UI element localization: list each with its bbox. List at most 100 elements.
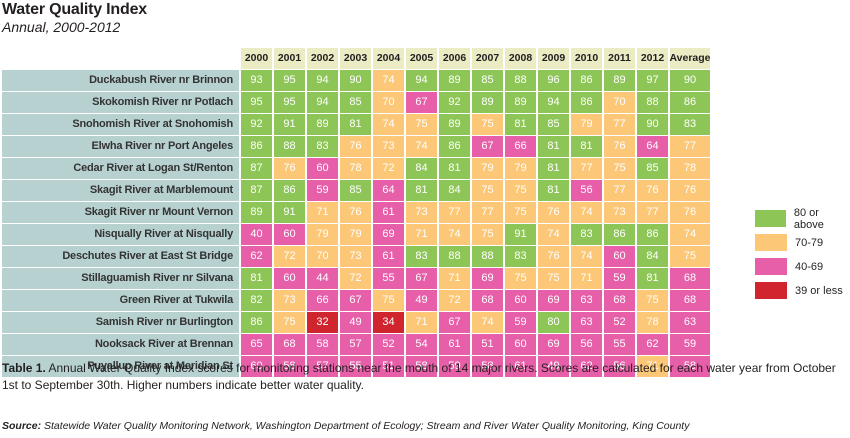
heatmap-cell: 57 (340, 334, 371, 355)
heatmap-cell: 87 (241, 158, 272, 179)
heatmap-cell: 86 (637, 224, 668, 245)
heatmap-cell: 94 (307, 92, 338, 113)
heatmap-cell: 75 (505, 180, 536, 201)
heatmap-cell: 59 (439, 356, 470, 377)
heatmap-cell: 75 (472, 114, 503, 135)
heatmap-cell: 77 (637, 202, 668, 223)
heatmap-cell: 86 (604, 224, 635, 245)
heatmap-cell: 72 (373, 158, 404, 179)
heatmap-cell: 84 (439, 180, 470, 201)
heatmap-cell: 56 (571, 334, 602, 355)
heatmap-cell: 72 (274, 246, 305, 267)
heatmap-cell: 61 (373, 202, 404, 223)
heatmap-cell: 58 (274, 356, 305, 377)
table-caption: Table 1. Annual Water Quality Index scor… (2, 360, 847, 394)
heatmap-cell: 81 (505, 114, 536, 135)
heatmap-cell: 58 (307, 334, 338, 355)
heatmap-cell: 74 (406, 136, 437, 157)
heatmap-cell: 52 (604, 312, 635, 333)
heatmap-cell: 81 (637, 268, 668, 289)
heatmap-cell: 91 (274, 202, 305, 223)
heatmap-cell: 85 (538, 114, 569, 135)
heatmap-cell: 88 (637, 92, 668, 113)
row-label: Elwha River nr Port Angeles (2, 136, 239, 157)
heatmap-cell: 71 (571, 268, 602, 289)
heatmap-cell: 81 (241, 268, 272, 289)
heatmap-cell: 75 (373, 290, 404, 311)
column-header: 2003 (340, 48, 371, 69)
row-label: Duckabush River nr Brinnon (2, 70, 239, 91)
heatmap-cell: 61 (373, 246, 404, 267)
heatmap-cell: 81 (340, 114, 371, 135)
heatmap-cell: 71 (637, 356, 668, 377)
legend-swatch (755, 210, 786, 227)
heatmap-cell: 89 (472, 92, 503, 113)
column-header: 2005 (406, 48, 437, 69)
heatmap-cell: 76 (637, 180, 668, 201)
heatmap-cell: 88 (505, 70, 536, 91)
heatmap-cell: 67 (406, 92, 437, 113)
heatmap-cell: 77 (604, 114, 635, 135)
source-note: Source: Statewide Water Quality Monitori… (2, 420, 689, 432)
heatmap-cell: 89 (439, 114, 470, 135)
heatmap-cell: 75 (604, 158, 635, 179)
heatmap-cell: 49 (406, 290, 437, 311)
heatmap-cell: 55 (373, 268, 404, 289)
heatmap-cell: 68 (604, 290, 635, 311)
column-header: 2011 (604, 48, 635, 69)
heatmap-cell: 49 (538, 356, 569, 377)
chart-title: Water Quality Index (2, 1, 147, 18)
heatmap-cell: 56 (571, 180, 602, 201)
heatmap-cell: 64 (373, 180, 404, 201)
heatmap-cell: 40 (241, 224, 272, 245)
column-header: 2007 (472, 48, 503, 69)
heatmap-cell: 77 (472, 202, 503, 223)
heatmap-cell: 62 (241, 246, 272, 267)
heatmap-cell: 75 (406, 114, 437, 135)
heatmap-cell: 57 (307, 356, 338, 377)
legend-item: 39 or less (755, 280, 850, 301)
legend-swatch (755, 258, 787, 275)
heatmap-cell: 81 (538, 136, 569, 157)
heatmap-cell: 71 (406, 312, 437, 333)
heatmap-cell: 75 (670, 246, 710, 267)
heatmap-cell: 60 (307, 158, 338, 179)
heatmap-cell: 61 (505, 356, 536, 377)
source-label: Source: (2, 420, 42, 432)
heatmap-cell: 86 (439, 136, 470, 157)
heatmap-cell: 86 (274, 180, 305, 201)
row-label: Samish River nr Burlington (2, 312, 239, 333)
legend-item: 80 or above (755, 206, 850, 231)
heatmap-cell: 75 (538, 268, 569, 289)
heatmap-cell: 32 (307, 312, 338, 333)
heatmap-cell: 76 (670, 180, 710, 201)
heatmap-cell: 51 (472, 334, 503, 355)
column-header: 2001 (274, 48, 305, 69)
heatmap-cell: 75 (472, 224, 503, 245)
heatmap-cell: 73 (406, 202, 437, 223)
heatmap-cell: 74 (472, 312, 503, 333)
column-header: 2000 (241, 48, 272, 69)
heatmap-cell: 79 (340, 224, 371, 245)
heatmap-cell: 60 (505, 334, 536, 355)
heatmap-cell: 74 (373, 70, 404, 91)
row-label: Deschutes River at East St Bridge (2, 246, 239, 267)
heatmap-cell: 77 (670, 136, 710, 157)
heatmap-cell: 95 (274, 92, 305, 113)
heatmap-cell: 51 (373, 356, 404, 377)
heatmap-cell: 89 (439, 70, 470, 91)
heatmap-cell: 62 (571, 356, 602, 377)
heatmap-cell: 94 (406, 70, 437, 91)
heatmap-cell: 74 (538, 224, 569, 245)
heatmap-cell: 63 (571, 290, 602, 311)
row-label: Skagit River nr Mount Vernon (2, 202, 239, 223)
heatmap-cell: 69 (538, 290, 569, 311)
heatmap-cell: 54 (406, 334, 437, 355)
row-label: Puyallup River at Meridian St (2, 356, 239, 377)
heatmap-cell: 89 (241, 202, 272, 223)
row-label: Snohomish River at Snohomish (2, 114, 239, 135)
heatmap-cell: 60 (274, 224, 305, 245)
heatmap-cell: 97 (637, 70, 668, 91)
column-header: 2006 (439, 48, 470, 69)
legend-label: 80 or above (793, 206, 824, 231)
